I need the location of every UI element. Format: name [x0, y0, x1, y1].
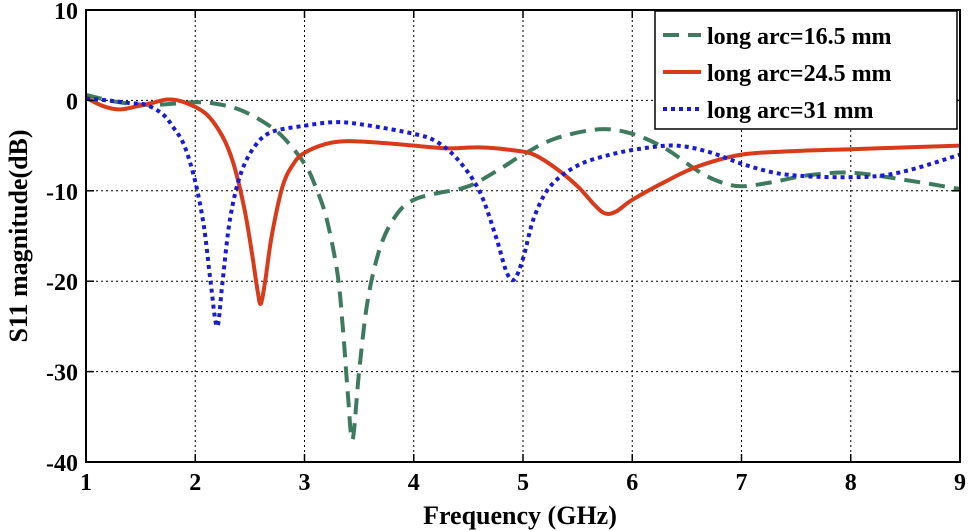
x-tick-label: 6 — [626, 470, 638, 496]
y-tick-label: 0 — [66, 89, 78, 115]
legend-box — [654, 10, 958, 130]
tick-labels: 1 2 3 4 5 6 7 8 9 10 0 -10 -20 -30 -40 — [46, 0, 966, 496]
x-tick-label: 9 — [954, 470, 966, 496]
legend-label-3: long arc=31 mm — [707, 98, 874, 124]
legend-label-2: long arc=24.5 mm — [707, 61, 892, 87]
grid-lines — [86, 10, 960, 462]
x-tick-label: 4 — [408, 470, 420, 496]
x-axis-label: Frequency (GHz) — [423, 501, 617, 530]
x-tick-label: 5 — [517, 470, 529, 496]
series-line-2 — [86, 95, 960, 306]
x-tick-label: 2 — [189, 470, 201, 496]
y-tick-label: -30 — [46, 361, 78, 387]
legend: long arc=16.5 mm long arc=24.5 mm long arc… — [654, 10, 958, 130]
x-tick-label: 1 — [80, 470, 92, 496]
series-line-1 — [86, 93, 960, 442]
x-tick-label: 7 — [736, 470, 748, 496]
y-axis-label: S11 magnitude(dB) — [4, 129, 33, 342]
y-tick-label: -10 — [46, 180, 78, 206]
series-group — [86, 93, 960, 442]
x-tick-label: 8 — [845, 470, 857, 496]
series-line-3 — [86, 96, 960, 329]
x-tick-label: 3 — [299, 470, 311, 496]
y-tick-label: -20 — [46, 270, 78, 296]
y-tick-label: 10 — [54, 0, 78, 25]
y-tick-label: -40 — [46, 451, 78, 477]
legend-label-1: long arc=16.5 mm — [707, 24, 892, 50]
